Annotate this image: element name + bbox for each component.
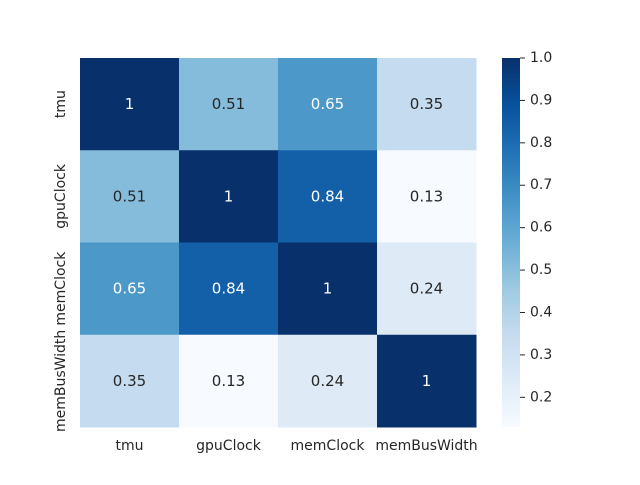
heatmap-cell-3-0 [80, 334, 180, 428]
y-tick-labels: tmu gpuClock memClock memBusWidth [53, 90, 69, 432]
colorbar-tick-label: 0.6 [530, 220, 552, 236]
cell-value-label: 0.51 [212, 95, 245, 113]
heatmap-cell-3-2 [278, 334, 378, 428]
heatmap-cell-2-3 [377, 242, 477, 336]
colorbar-tick-label: 1.0 [530, 50, 552, 66]
colorbar-gradient [502, 58, 520, 427]
colorbar-tick-label: 0.9 [530, 92, 552, 108]
cell-value-label: 0.35 [113, 372, 146, 390]
heatmap-cell-1-0 [80, 150, 180, 243]
cell-value-label: 1 [323, 280, 333, 298]
x-tick-label: tmu [116, 438, 144, 454]
heatmap-cell-0-2 [278, 58, 378, 151]
colorbar: 0.2 0.3 0.4 0.5 0.6 0.7 0.8 0.9 1.0 [502, 50, 552, 427]
y-tick-label: tmu [53, 90, 69, 118]
heatmap-cell-3-3 [377, 334, 477, 428]
x-tick-label: gpuClock [196, 438, 262, 454]
cell-value-label: 0.13 [212, 372, 245, 390]
heatmap-cell-2-1 [179, 242, 279, 336]
heatmap-cell-1-3 [377, 150, 477, 243]
x-tick-label: memClock [291, 438, 366, 454]
cell-value-label: 0.35 [410, 95, 443, 113]
colorbar-tick-label: 0.8 [530, 135, 552, 151]
colorbar-tick-label: 0.5 [530, 262, 552, 278]
heatmap-cell-1-1 [179, 150, 279, 243]
cell-value-label: 0.24 [410, 280, 443, 298]
cell-value-label: 1 [125, 95, 135, 113]
cell-value-label: 0.65 [311, 95, 344, 113]
heatmap-cell-1-2 [278, 150, 378, 243]
x-tick-labels: tmu gpuClock memClock memBusWidth [116, 438, 478, 454]
heatmap-cell-2-2 [278, 242, 378, 336]
colorbar-tick-label: 0.4 [530, 304, 552, 320]
y-tick-label: memClock [53, 251, 69, 326]
heatmap-cell-0-1 [179, 58, 279, 151]
cell-value-label: 1 [224, 187, 234, 205]
heatmap-cells: 1 0.51 0.65 0.35 0.51 1 0.84 0.13 0.65 0.84 1 0.24 0… [80, 58, 477, 428]
heatmap-cell-2-0 [80, 242, 180, 336]
cell-value-label: 1 [422, 372, 432, 390]
cell-value-label: 0.13 [410, 187, 443, 205]
cell-value-label: 0.84 [311, 187, 344, 205]
heatmap-cell-3-1 [179, 334, 279, 428]
heatmap-cell-0-0 [80, 58, 180, 151]
x-tick-label: memBusWidth [375, 438, 477, 454]
cell-value-label: 0.24 [311, 372, 344, 390]
colorbar-tick-label: 0.2 [530, 389, 552, 405]
heatmap-cell-0-3 [377, 58, 477, 151]
y-tick-label: gpuClock [53, 163, 69, 229]
cell-value-label: 0.51 [113, 187, 146, 205]
y-tick-label: memBusWidth [53, 330, 69, 432]
colorbar-tick-label: 0.7 [530, 177, 552, 193]
cell-value-label: 0.65 [113, 280, 146, 298]
cell-value-label: 0.84 [212, 280, 245, 298]
colorbar-tick-label: 0.3 [530, 347, 552, 363]
